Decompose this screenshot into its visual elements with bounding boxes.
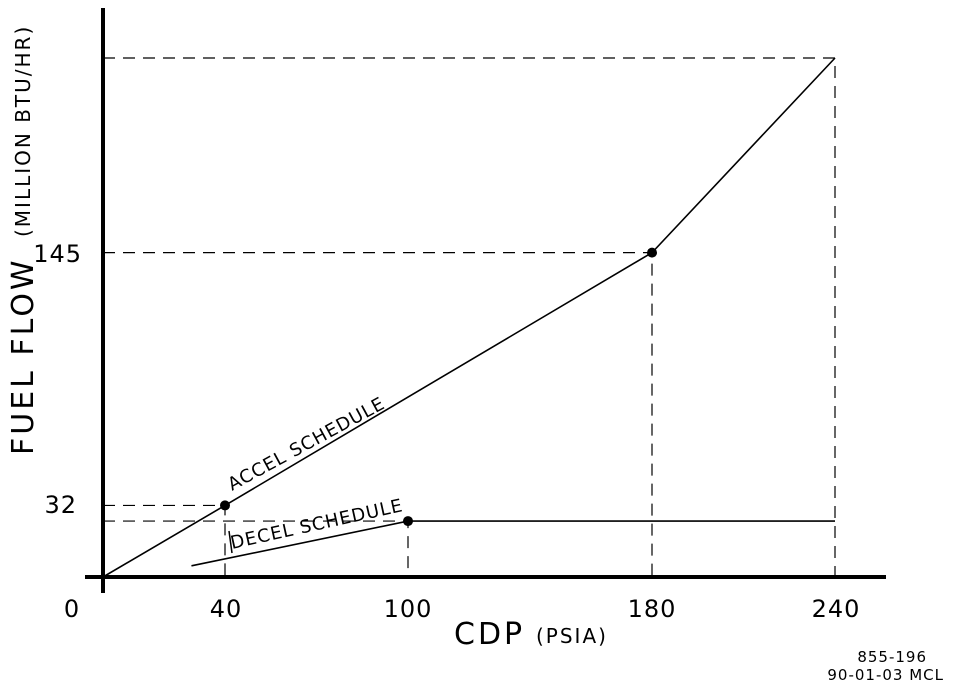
series-label-accel: ACCEL SCHEDULE <box>224 393 388 495</box>
x-tick-label: 40 <box>210 595 243 623</box>
x-axis-unit: (PSIA) <box>536 624 608 648</box>
drawing-date: 90-01-03 MCL <box>827 666 944 684</box>
y-axis-title-group: FUEL FLOW (MILLION BTU/HR) <box>6 25 41 455</box>
reference-dashed-line <box>103 57 836 577</box>
y-tick-label: 145 <box>33 240 82 268</box>
x-tick-label: 0 <box>64 595 80 623</box>
axis-titles: CDP (PSIA) FUEL FLOW (MILLION BTU/HR) <box>6 25 608 652</box>
series-label-decel: DECEL SCHEDULE <box>229 495 406 554</box>
decel-label-leader <box>228 530 233 554</box>
reference-lines <box>103 57 836 577</box>
accel-breakpoint-marker <box>647 247 657 258</box>
axes <box>85 8 886 593</box>
decel-breakpoint-marker <box>403 516 413 527</box>
x-tick-label: 180 <box>628 595 677 623</box>
series-layer <box>102 57 836 578</box>
drawing-number: 855-196 <box>857 648 927 666</box>
y-axis-unit: (MILLION BTU/HR) <box>11 25 35 237</box>
accel-schedule-line <box>102 57 836 578</box>
x-tick-label: 100 <box>384 595 433 623</box>
y-tick-label: 32 <box>44 491 77 519</box>
tick-labels: 0 40 100 180 240 32 145 <box>33 240 861 623</box>
drawing-id: 855-196 90-01-03 MCL <box>827 648 944 684</box>
x-tick-label: 240 <box>812 595 861 623</box>
y-axis-title: FUEL FLOW <box>6 257 41 455</box>
accel-breakpoint-marker <box>220 500 230 511</box>
x-axis-title: CDP <box>454 617 525 652</box>
series-labels: ACCEL SCHEDULE DECEL SCHEDULE <box>224 393 405 554</box>
